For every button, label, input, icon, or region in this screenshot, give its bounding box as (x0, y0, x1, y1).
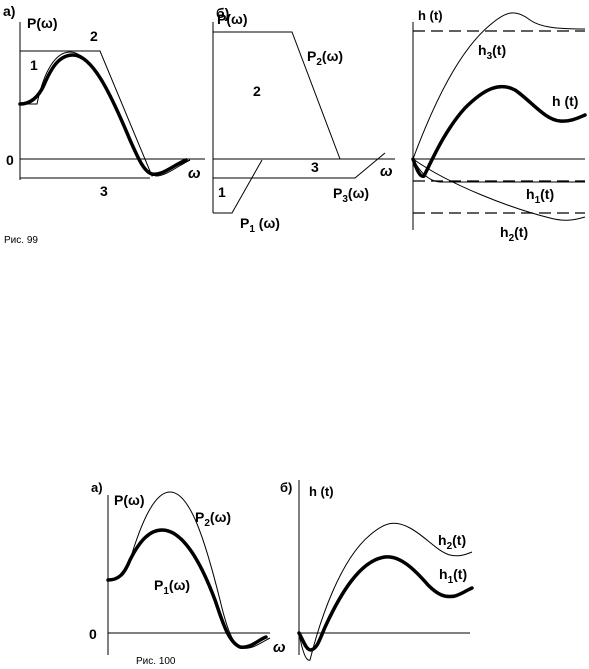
curve-3-label: 3 (100, 183, 108, 199)
y-axis-label: h (t) (309, 484, 334, 499)
y-axis-label: P(ω) (114, 492, 145, 508)
figure-caption: Рис. 99 (4, 235, 38, 246)
fig99-panel-a: а) P(ω) 2 1 0 3 ω Рис. 99 (3, 3, 205, 246)
panel-tag: а) (91, 480, 103, 495)
curve-p2 (213, 31, 341, 160)
h1-label: h1(t) (526, 186, 554, 206)
curve-p2 (107, 491, 271, 649)
curve-h (411, 84, 587, 178)
y-axis-label: P(ω) (217, 11, 248, 27)
panel-tag: б) (280, 480, 292, 495)
h2-label: h2(t) (500, 224, 528, 244)
figure-caption: Рис. 100 (136, 656, 176, 667)
region-2-label: 2 (253, 83, 261, 99)
curve-p3 (213, 152, 386, 179)
curve-2 (20, 50, 191, 177)
y-axis-label: P(ω) (27, 15, 58, 31)
panel-tag: а) (3, 3, 15, 19)
fig100-panel-a: а) P(ω) P2(ω) P1(ω) 0 ω Рис. 100 (89, 480, 286, 667)
x-axis-label: ω (273, 639, 286, 656)
fig100-panel-b: б) h (t) h2(t) h1(t) (280, 480, 474, 661)
curve-h1 (412, 158, 585, 183)
x-axis-label: ω (188, 165, 201, 182)
curve-h3 (412, 12, 586, 160)
p2-label: P2(ω) (195, 509, 231, 529)
y-axis-label: h (t) (418, 8, 443, 23)
zero-label: 0 (89, 626, 97, 642)
zero-label: 0 (6, 152, 14, 168)
x-axis-label: ω (380, 163, 393, 180)
curve-p1 (106, 528, 268, 650)
curve-2-label: 2 (90, 28, 98, 44)
curve-1-label: 1 (30, 57, 38, 73)
fig99-panel-c: h (t) h3(t) h (t) h1(t) h2(t) (411, 8, 587, 244)
curve-h2 (298, 522, 473, 661)
h2-label: h2(t) (438, 532, 466, 552)
curve-h2 (412, 158, 586, 221)
h1-label: h1(t) (439, 566, 467, 586)
thick-curve (18, 53, 188, 176)
p1-label: P1(ω) (154, 577, 190, 597)
region-1-label: 1 (218, 184, 226, 200)
h3-label: h3(t) (478, 42, 506, 62)
p2-label: P2(ω) (307, 48, 343, 68)
p1-label: P1 (ω) (240, 215, 280, 235)
panel-tag: б) (216, 5, 229, 21)
h-label: h (t) (552, 93, 578, 109)
p3-label: P3(ω) (333, 185, 369, 205)
curve-h1 (297, 555, 474, 652)
curve-1 (20, 51, 191, 177)
region-3-label: 3 (311, 159, 319, 175)
fig99-panel-b: б) P(ω) P2(ω) 2 3 1 ω P1 (ω) P3(ω) (212, 5, 395, 235)
